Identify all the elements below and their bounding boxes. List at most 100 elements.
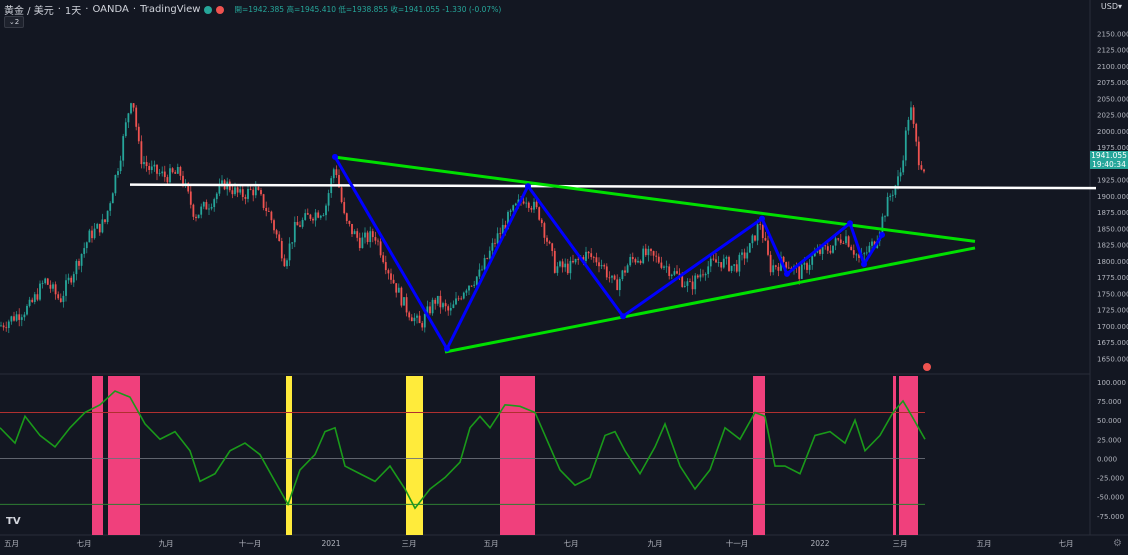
candle-body <box>850 246 853 251</box>
candle-body <box>751 235 754 244</box>
candle-body <box>140 141 143 165</box>
candle-body <box>67 277 70 281</box>
candle-body <box>262 194 265 208</box>
candle-body <box>535 201 538 208</box>
price-tick-label: 1875.000 <box>1097 209 1128 217</box>
candle-body <box>403 297 405 306</box>
candle-body <box>423 313 426 328</box>
candle-body <box>104 219 106 222</box>
candle-body <box>150 166 153 171</box>
candle-body <box>400 287 403 306</box>
candle-body <box>486 258 489 259</box>
candle-body <box>676 271 678 274</box>
candle-body <box>382 255 385 263</box>
osc-tick-label: -25.000 <box>1097 475 1124 483</box>
candle-body <box>743 252 746 259</box>
candle-body <box>387 270 390 274</box>
candle-body <box>907 119 910 131</box>
candle-body <box>491 242 494 251</box>
candle-body <box>15 314 18 321</box>
gear-icon[interactable]: ⚙ <box>1113 538 1122 549</box>
candle-body <box>917 141 920 166</box>
candle-body <box>410 317 413 322</box>
candle-body <box>845 236 847 244</box>
candle-body <box>611 275 613 278</box>
candle-body <box>62 295 65 302</box>
candle-body <box>595 257 598 263</box>
candle-body <box>650 248 652 252</box>
candle-body <box>548 241 551 244</box>
candle-body <box>777 266 780 271</box>
symbol-label[interactable]: 黄金 / 美元 <box>4 6 54 17</box>
candle-body <box>663 266 665 268</box>
candle-body <box>85 242 88 249</box>
candle-body <box>119 160 122 172</box>
candle-body <box>59 298 62 302</box>
osc-band <box>406 376 423 535</box>
candle-body <box>912 107 915 124</box>
upper-trendline <box>332 155 976 243</box>
candle-body <box>179 167 182 176</box>
candle-body <box>837 238 840 240</box>
candle-body <box>803 263 806 265</box>
candle-body <box>377 240 379 242</box>
candle-body <box>722 258 725 268</box>
candle-body <box>257 187 260 191</box>
alert-icon[interactable] <box>216 5 225 14</box>
candle-body <box>603 265 606 267</box>
price-tick-label: 1900.000 <box>1097 193 1128 201</box>
currency-label[interactable]: USD▾ <box>1100 2 1122 11</box>
candle-body <box>96 223 99 229</box>
candle-body <box>44 278 47 284</box>
candle-body <box>254 187 257 196</box>
candle-body <box>618 279 621 291</box>
interval-label[interactable]: 1天 <box>64 6 82 17</box>
candle-body <box>910 107 912 120</box>
candle-body <box>161 171 164 174</box>
time-tick-label: 五月 <box>977 539 992 548</box>
zigzag-point <box>332 153 338 160</box>
candle-body <box>728 257 730 271</box>
candle-body <box>189 191 192 205</box>
candle-body <box>798 266 801 279</box>
candle-body <box>712 258 715 260</box>
zigzag-point <box>879 231 885 238</box>
zigzag-point <box>620 313 626 320</box>
candle-body <box>462 292 465 299</box>
zigzag-point <box>444 345 450 352</box>
candle-body <box>566 263 569 274</box>
candle-body <box>252 189 255 196</box>
zigzag-point <box>525 183 531 190</box>
indicator-toggle-button[interactable]: ⌄2 <box>4 16 24 28</box>
candle-body <box>267 210 270 212</box>
candle-body <box>847 236 850 247</box>
osc-band <box>108 376 140 535</box>
candle-body <box>163 171 166 178</box>
candle-body <box>894 185 897 195</box>
candle-body <box>202 202 205 207</box>
tradingview-logo[interactable]: TV <box>6 516 21 527</box>
candle-body <box>143 162 145 165</box>
candle-body <box>923 169 925 172</box>
candle-body <box>806 263 808 270</box>
candle-body <box>460 298 463 300</box>
candle-body <box>127 113 130 123</box>
candle-body <box>358 237 361 249</box>
candle-body <box>621 270 624 280</box>
candle-body <box>236 187 239 193</box>
candle-body <box>98 223 101 233</box>
price-tick-label: 2025.000 <box>1097 112 1128 120</box>
price-tick-label: 1850.000 <box>1097 225 1128 233</box>
candle-body <box>683 285 686 287</box>
candle-body <box>416 315 418 318</box>
candle-body <box>800 264 803 279</box>
candle-body <box>20 317 23 320</box>
candle-body <box>774 265 777 267</box>
candle-body <box>715 259 717 263</box>
candle-body <box>332 169 335 179</box>
candle-body <box>156 164 158 174</box>
candle-body <box>720 262 723 268</box>
last-price: 1941.055 <box>1091 151 1127 160</box>
